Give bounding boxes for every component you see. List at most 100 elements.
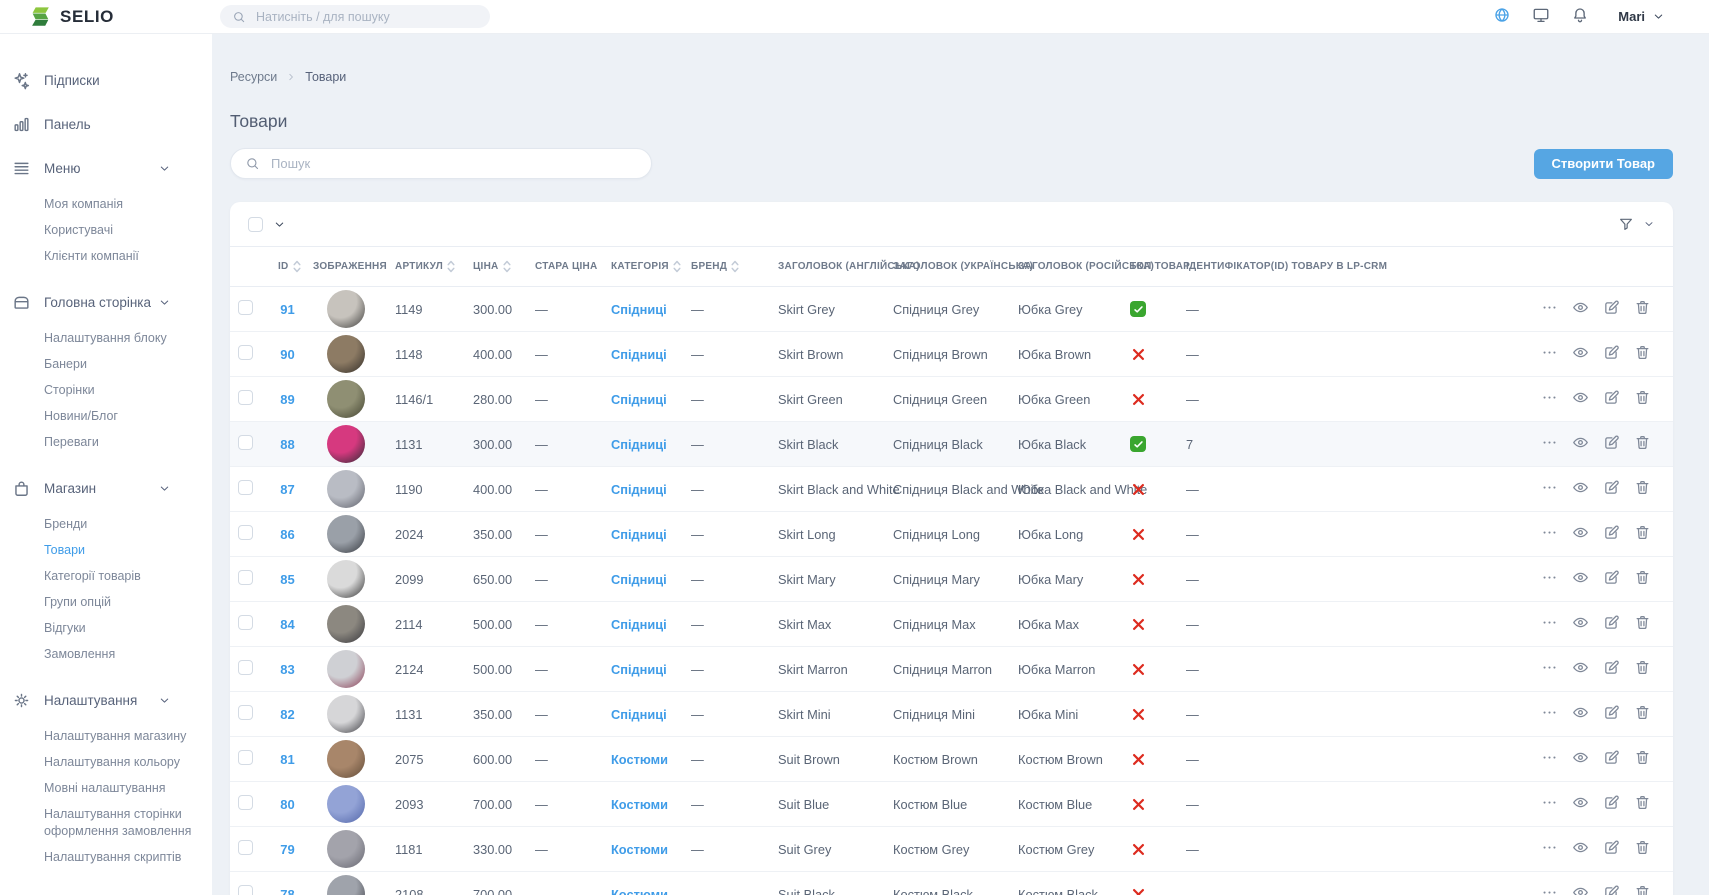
sidebar-header-settings[interactable]: Налаштування — [0, 678, 212, 722]
sidebar-item-homepage-1[interactable]: Банери — [44, 356, 87, 371]
sidebar-item-homepage-4[interactable]: Переваги — [44, 434, 99, 449]
product-id-link[interactable]: 90 — [280, 346, 295, 362]
row-view-button[interactable] — [1572, 434, 1589, 454]
row-more-button[interactable] — [1541, 344, 1558, 364]
sidebar-item-shop-0[interactable]: Бренди — [44, 516, 88, 531]
row-view-button[interactable] — [1572, 299, 1589, 319]
row-view-button[interactable] — [1572, 749, 1589, 769]
notifications-button[interactable] — [1571, 6, 1589, 27]
row-view-button[interactable] — [1572, 569, 1589, 589]
sidebar-item-shop-1[interactable]: Товари — [44, 542, 85, 557]
row-edit-button[interactable] — [1603, 479, 1620, 499]
row-checkbox[interactable] — [238, 840, 253, 855]
category-link[interactable]: Спідниці — [611, 661, 667, 677]
row-view-button[interactable] — [1572, 659, 1589, 679]
global-search-input[interactable] — [254, 8, 479, 25]
category-link[interactable]: Спідниці — [611, 616, 667, 632]
category-link[interactable]: Спідниці — [611, 391, 667, 407]
sidebar-item-menu-0[interactable]: Моя компанія — [44, 196, 124, 211]
row-checkbox[interactable] — [238, 570, 253, 585]
row-edit-button[interactable] — [1603, 299, 1620, 319]
category-link[interactable]: Костюми — [611, 796, 668, 812]
row-checkbox[interactable] — [238, 300, 253, 315]
products-search[interactable] — [230, 148, 652, 179]
column-header-category[interactable]: КАТЕГОРІЯ — [603, 246, 683, 287]
product-id-link[interactable]: 82 — [280, 706, 295, 722]
sidebar-item-settings-4[interactable]: Налаштування скриптів — [44, 849, 182, 864]
row-more-button[interactable] — [1541, 389, 1558, 409]
sidebar-item-shop-2[interactable]: Категорії товарів — [44, 568, 141, 583]
sidebar-header-subscriptions[interactable]: Підписки — [0, 58, 212, 102]
sidebar-item-menu-1[interactable]: Користувачі — [44, 222, 114, 237]
product-id-link[interactable]: 89 — [280, 391, 295, 407]
product-id-link[interactable]: 78 — [280, 886, 295, 895]
row-view-button[interactable] — [1572, 389, 1589, 409]
row-checkbox[interactable] — [238, 615, 253, 630]
row-delete-button[interactable] — [1634, 659, 1651, 679]
category-link[interactable]: Спідниці — [611, 346, 667, 362]
row-more-button[interactable] — [1541, 614, 1558, 634]
row-delete-button[interactable] — [1634, 524, 1651, 544]
breadcrumb-resources[interactable]: Ресурси — [230, 70, 278, 84]
category-link[interactable]: Спідниці — [611, 571, 667, 587]
row-more-button[interactable] — [1541, 299, 1558, 319]
row-checkbox[interactable] — [238, 705, 253, 720]
sidebar-item-shop-4[interactable]: Відгуки — [44, 620, 86, 635]
row-delete-button[interactable] — [1634, 794, 1651, 814]
row-more-button[interactable] — [1541, 569, 1558, 589]
product-id-link[interactable]: 83 — [280, 661, 295, 677]
row-checkbox[interactable] — [238, 435, 253, 450]
category-link[interactable]: Костюми — [611, 886, 668, 895]
column-header-brand[interactable]: БРЕНД — [683, 246, 770, 287]
row-more-button[interactable] — [1541, 794, 1558, 814]
row-more-button[interactable] — [1541, 659, 1558, 679]
sidebar-item-homepage-2[interactable]: Сторінки — [44, 382, 95, 397]
product-id-link[interactable]: 88 — [280, 436, 295, 452]
row-edit-button[interactable] — [1603, 389, 1620, 409]
user-menu[interactable]: Mari — [1618, 9, 1665, 24]
product-id-link[interactable]: 79 — [280, 841, 295, 857]
row-edit-button[interactable] — [1603, 614, 1620, 634]
row-edit-button[interactable] — [1603, 794, 1620, 814]
filter-button[interactable] — [1618, 216, 1655, 232]
sidebar-item-settings-2[interactable]: Мовні налаштування — [44, 780, 166, 795]
sidebar-header-dashboard[interactable]: Панель — [0, 102, 212, 146]
brand-logo[interactable]: SELIO — [30, 6, 114, 27]
row-checkbox[interactable] — [238, 390, 253, 405]
sidebar-item-shop-3[interactable]: Групи опцій — [44, 594, 111, 609]
row-view-button[interactable] — [1572, 794, 1589, 814]
category-link[interactable]: Спідниці — [611, 436, 667, 452]
global-search[interactable] — [220, 5, 491, 28]
row-edit-button[interactable] — [1603, 839, 1620, 859]
row-delete-button[interactable] — [1634, 884, 1651, 895]
product-id-link[interactable]: 81 — [280, 751, 295, 767]
row-checkbox[interactable] — [238, 480, 253, 495]
row-edit-button[interactable] — [1603, 749, 1620, 769]
sidebar-header-shop[interactable]: Магазин — [0, 466, 212, 510]
row-delete-button[interactable] — [1634, 704, 1651, 724]
row-more-button[interactable] — [1541, 884, 1558, 895]
sidebar-header-homepage[interactable]: Головна сторінка — [0, 280, 212, 324]
category-link[interactable]: Спідниці — [611, 301, 667, 317]
row-view-button[interactable] — [1572, 614, 1589, 634]
row-edit-button[interactable] — [1603, 569, 1620, 589]
row-delete-button[interactable] — [1634, 614, 1651, 634]
row-edit-button[interactable] — [1603, 434, 1620, 454]
row-more-button[interactable] — [1541, 434, 1558, 454]
display-mode-button[interactable] — [1532, 6, 1550, 27]
row-checkbox[interactable] — [238, 750, 253, 765]
sidebar-item-homepage-0[interactable]: Налаштування блоку — [44, 330, 167, 345]
product-id-link[interactable]: 85 — [280, 571, 295, 587]
row-checkbox[interactable] — [238, 660, 253, 675]
row-view-button[interactable] — [1572, 704, 1589, 724]
sidebar-item-menu-2[interactable]: Клієнти компанії — [44, 248, 139, 263]
row-edit-button[interactable] — [1603, 344, 1620, 364]
row-delete-button[interactable] — [1634, 299, 1651, 319]
row-delete-button[interactable] — [1634, 479, 1651, 499]
row-view-button[interactable] — [1572, 839, 1589, 859]
column-header-id[interactable]: ID — [270, 246, 305, 287]
category-link[interactable]: Спідниці — [611, 706, 667, 722]
row-view-button[interactable] — [1572, 884, 1589, 895]
row-view-button[interactable] — [1572, 524, 1589, 544]
row-checkbox[interactable] — [238, 525, 253, 540]
